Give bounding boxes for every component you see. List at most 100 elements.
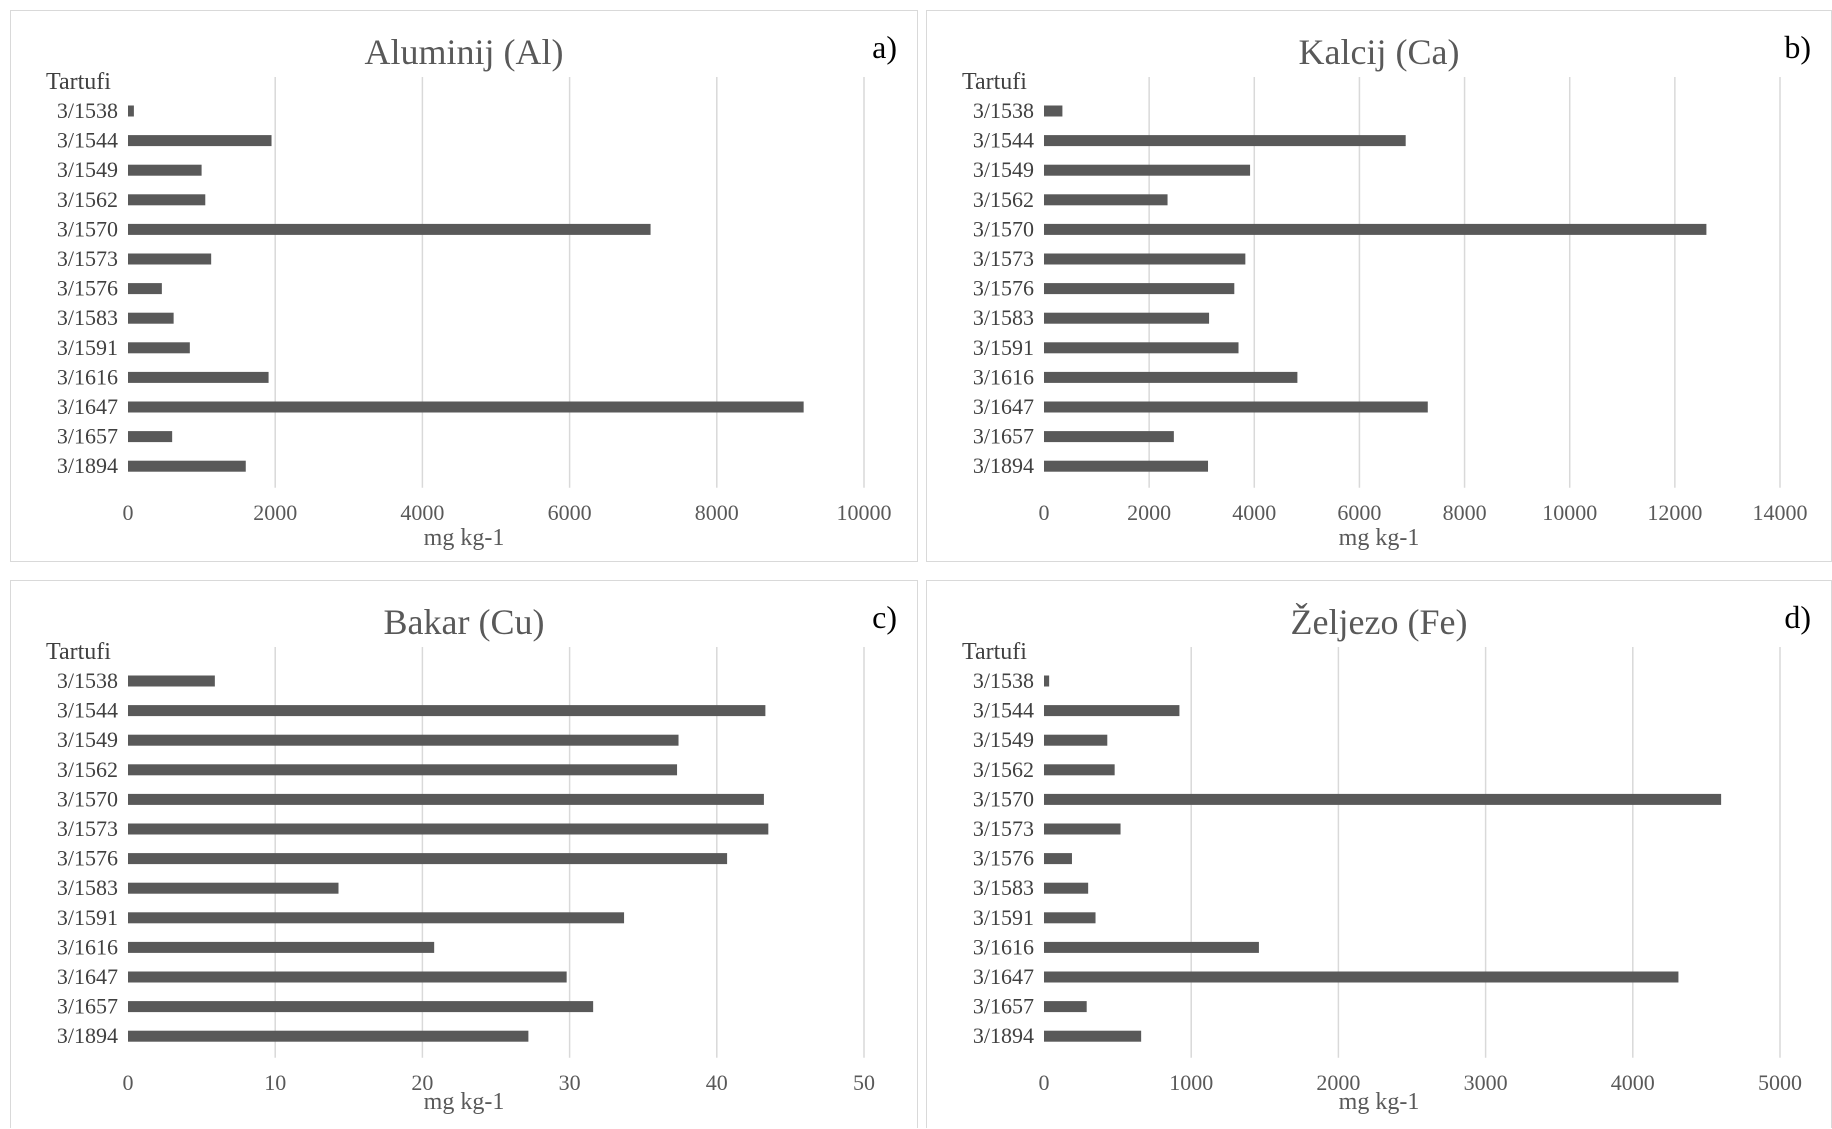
x-tick-label: 10 [264,1070,286,1095]
y-tick-label: 3/1894 [973,453,1034,478]
chart-title: Kalcij (Ca) [1298,32,1460,72]
x-tick-label: 0 [123,1070,134,1095]
bar [1044,734,1108,746]
y-tick-label: 3/1573 [57,246,118,271]
x-tick-label: 2000 [253,500,297,525]
y-tick-label: 3/1583 [57,875,118,900]
y-tick-label: 3/1583 [57,305,118,330]
y-tick-label: 3/1538 [57,668,118,693]
bar [128,793,764,805]
bar [128,823,769,835]
bar [128,135,272,147]
bar [1044,135,1406,147]
bar [128,675,215,687]
y-tick-label: 3/1562 [57,757,118,782]
bar [1044,853,1072,865]
bar [1044,431,1174,443]
bar [1044,253,1246,265]
y-tick-label: 3/1583 [973,875,1034,900]
x-tick-label: 8000 [1443,500,1487,525]
category-axis-title: Tartufi [962,639,1027,665]
y-tick-label: 3/1538 [973,668,1034,693]
y-tick-label: 3/1573 [973,816,1034,841]
x-axis-label: mg kg-1 [1338,1089,1420,1115]
y-tick-label: 3/1647 [57,964,118,989]
y-tick-label: 3/1576 [57,846,118,871]
bar [128,194,206,206]
x-tick-label: 0 [123,500,134,525]
chart-panel-bakar: Bakar (Cu) c) Tartufi 0 10 20 30 40 50 3/1538 3… [10,580,918,1128]
y-tick-label: 3/1591 [973,905,1034,930]
chart-panel-zeljezo: Željezo (Fe) d) Tartufi 0 1000 2000 3000 400… [926,580,1832,1128]
bar [128,371,269,383]
bar [1044,705,1180,717]
x-tick-label: 5000 [1758,1070,1802,1095]
y-tick-label: 3/1570 [973,216,1034,241]
bar [128,705,766,717]
y-tick-label: 3/1576 [973,846,1034,871]
x-tick-label: 2000 [1127,500,1171,525]
y-tick-label: 3/1538 [973,98,1034,123]
y-tick-label: 3/1562 [57,187,118,212]
bar [1044,223,1707,235]
y-tick-label: 3/1591 [57,335,118,360]
bar [1044,105,1063,117]
y-tick-label: 3/1894 [57,1023,118,1048]
bar [1044,283,1235,295]
bar [128,734,679,746]
x-tick-label: 6000 [1337,500,1381,525]
bar [1044,912,1096,924]
y-tick-label: 3/1562 [973,757,1034,782]
x-tick-label: 4000 [1611,1070,1655,1095]
panel-letter: a) [872,29,897,65]
bar [1044,1030,1142,1042]
y-tick-label: 3/1549 [973,157,1034,182]
y-tick-label: 3/1616 [973,934,1034,959]
bar [1044,793,1722,805]
y-tick-label: 3/1591 [57,905,118,930]
y-tick-label: 3/1570 [57,216,118,241]
x-tick-label: 3000 [1464,1070,1508,1095]
x-tick-label: 6000 [548,500,592,525]
y-tick-label: 3/1894 [57,453,118,478]
bar [128,971,567,983]
y-tick-label: 3/1573 [973,246,1034,271]
panel-letter: b) [1784,29,1811,65]
bar [128,431,173,443]
y-tick-label: 3/1657 [973,994,1034,1019]
panel-letter: d) [1784,599,1811,635]
y-tick-label: 3/1544 [973,698,1034,723]
x-axis-label: mg kg-1 [423,1089,505,1115]
bar [128,342,190,354]
category-axis-title: Tartufi [46,69,111,95]
chart-title: Aluminij (Al) [364,32,564,72]
bar [1044,194,1168,206]
y-tick-label: 3/1647 [57,394,118,419]
bar [128,105,134,117]
y-tick-label: 3/1576 [57,276,118,301]
y-tick-label: 3/1657 [57,994,118,1019]
y-tick-label: 3/1570 [57,786,118,811]
bar [128,1030,529,1042]
bar [128,882,339,894]
y-tick-label: 3/1544 [57,698,118,723]
chart-panel-kalcij: Kalcij (Ca) b) Tartufi 0 2000 4000 6000 8000… [926,10,1832,562]
y-tick-label: 3/1573 [57,816,118,841]
x-tick-label: 4000 [1232,500,1276,525]
x-tick-label: 20 [411,1070,433,1095]
y-tick-label: 3/1657 [57,424,118,449]
bar [128,312,174,324]
y-tick-label: 3/1616 [57,364,118,389]
y-tick-label: 3/1562 [973,187,1034,212]
bar-plot: 0 1000 2000 3000 4000 5000 3/1538 3/1544 3/1549 3… [973,647,1802,1095]
bar [1044,941,1259,953]
x-tick-label: 2000 [1316,1070,1360,1095]
bar [128,223,651,235]
bar [1044,401,1428,413]
bar-plot: 0 2000 4000 6000 8000 10000 3/1538 3/1544 3/1549… [57,77,892,525]
bar [128,164,202,176]
bar [1044,764,1115,776]
y-tick-label: 3/1583 [973,305,1034,330]
x-tick-label: 40 [706,1070,728,1095]
bar [128,283,162,295]
